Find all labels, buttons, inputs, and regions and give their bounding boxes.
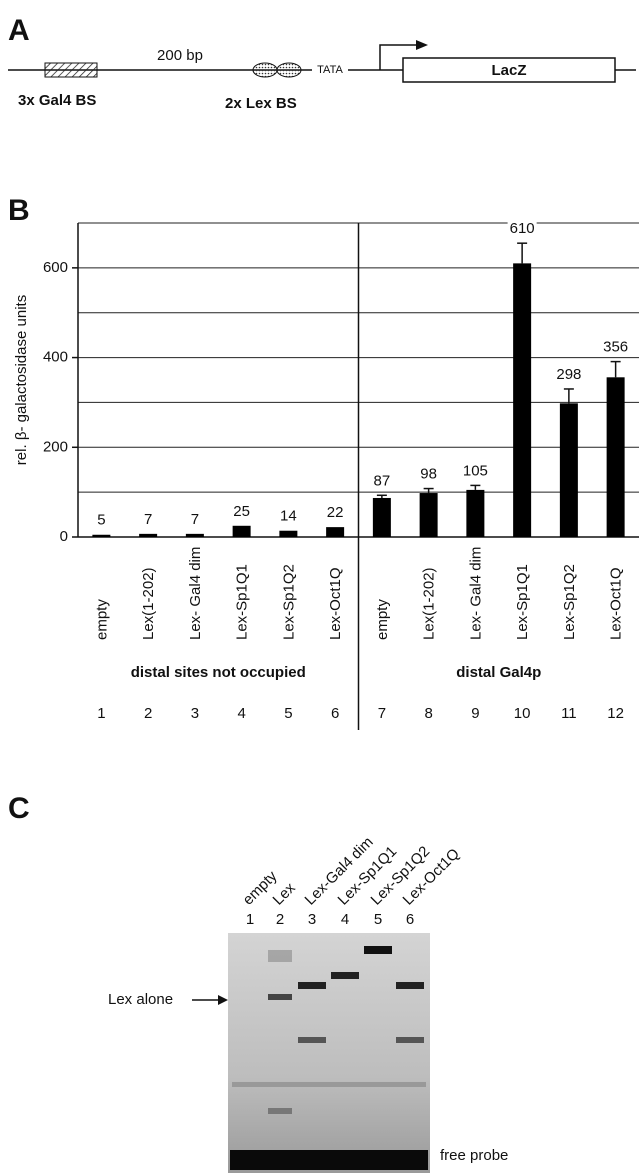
gene-label: LacZ	[491, 62, 526, 79]
x-tick-label: empty	[93, 599, 110, 640]
lane-number: 4	[341, 911, 349, 928]
bar	[186, 534, 204, 537]
free-probe-label: free probe	[440, 1147, 508, 1164]
panel-label: B	[8, 194, 30, 227]
lane-number: 10	[514, 705, 531, 722]
lane-number: 3	[308, 911, 316, 928]
lane-number: 5	[284, 705, 292, 722]
value-label: 87	[374, 472, 391, 489]
marker-label: Lex alone	[108, 991, 173, 1008]
marker-arrow-head	[218, 995, 228, 1005]
site-label: 3x Gal4 BS	[18, 92, 96, 109]
x-tick-label: Lex(1-202)	[421, 567, 438, 640]
bar	[513, 263, 531, 537]
tata-label: TATA	[317, 64, 343, 76]
bar	[466, 490, 484, 537]
y-tick-label: 400	[43, 349, 68, 366]
lane-number: 5	[374, 911, 382, 928]
value-label: 7	[191, 511, 199, 528]
x-tick-label: Lex-Sp1Q2	[280, 564, 297, 640]
x-tick-label: Lex-Oct1Q	[327, 567, 344, 640]
bar	[139, 534, 157, 537]
group-label: distal sites not occupied	[131, 664, 306, 681]
lane-number: 4	[237, 705, 245, 722]
x-tick-label: Lex-Sp1Q1	[514, 564, 531, 640]
site-label: 2x Lex BS	[225, 95, 297, 112]
bar	[607, 377, 625, 537]
y-tick-label: 0	[60, 528, 68, 545]
bar-chart: 0 200 400 600 distal sites not occupied dista…	[43, 220, 639, 730]
bar	[326, 527, 344, 537]
x-tick-label: Lex-Sp1Q1	[234, 564, 251, 640]
bar	[279, 531, 297, 537]
bar	[420, 493, 438, 537]
value-label: 610	[510, 220, 535, 237]
value-label: 298	[556, 366, 581, 383]
bar	[233, 526, 251, 537]
y-axis-title: rel. β- galactosidase units	[13, 295, 30, 465]
x-tick-label: empty	[374, 599, 391, 640]
lane-number: 1	[97, 705, 105, 722]
lane-number: 6	[406, 911, 414, 928]
value-label: 14	[280, 508, 297, 525]
lane-number: 2	[144, 705, 152, 722]
lane-number: 11	[561, 705, 577, 722]
lane-number: 6	[331, 705, 339, 722]
x-tick-label: Lex(1-202)	[140, 567, 157, 640]
gel-image	[228, 933, 430, 1173]
value-label: 5	[97, 512, 105, 529]
distance-label: 200 bp	[157, 47, 203, 64]
panel-label: A	[8, 14, 30, 47]
x-tick-label: Lex- Gal4 dim	[467, 547, 484, 640]
value-label: 22	[327, 504, 344, 521]
panel-label: C	[8, 792, 30, 825]
y-tick-label: 200	[43, 438, 68, 455]
value-label: 98	[420, 466, 437, 483]
x-tick-label: Lex-Sp1Q2	[561, 564, 578, 640]
value-label: 7	[144, 511, 152, 528]
value-label: 105	[463, 462, 488, 479]
y-tick-label: 600	[43, 259, 68, 276]
lane-number: 3	[191, 705, 199, 722]
group-label: distal Gal4p	[456, 664, 541, 681]
x-tick-label: Lex-Oct1Q	[608, 567, 625, 640]
lane-number: 9	[471, 705, 479, 722]
value-label: 25	[233, 503, 250, 520]
figure: A 200 bp TATA LacZ 3x Gal4 BS 2x Lex BS …	[0, 0, 639, 1173]
lane-number: 2	[276, 911, 284, 928]
value-label: 356	[603, 339, 628, 356]
bar	[92, 535, 110, 537]
lane-number: 8	[424, 705, 432, 722]
lane-number: 7	[378, 705, 386, 722]
bar	[373, 498, 391, 537]
lane-number: 12	[607, 705, 624, 722]
x-tick-label: Lex- Gal4 dim	[187, 547, 204, 640]
lane-number: 1	[246, 911, 254, 928]
bar	[560, 403, 578, 537]
